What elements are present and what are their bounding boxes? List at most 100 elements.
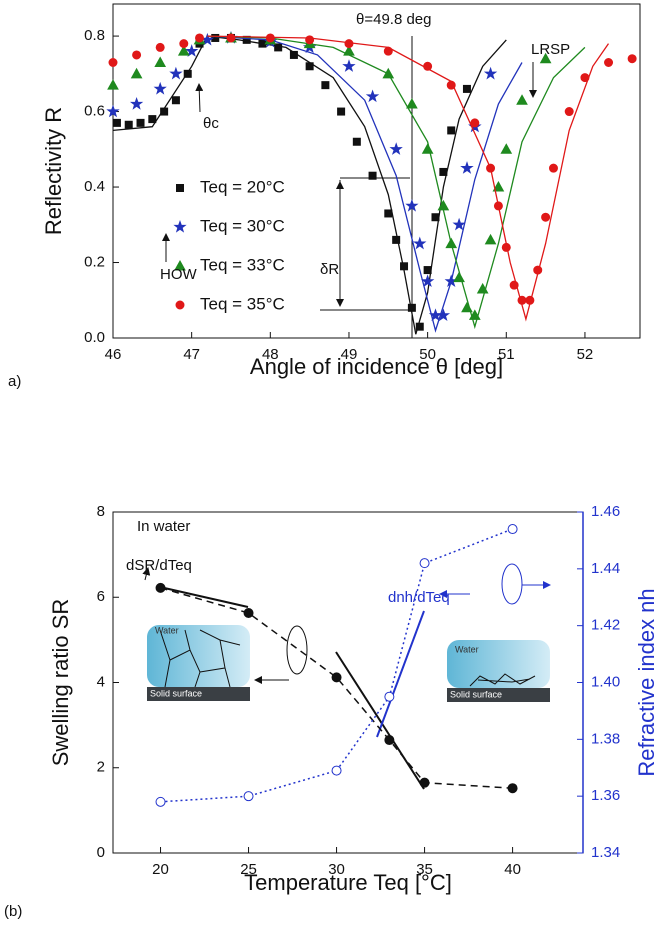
annotation: δR <box>320 261 339 278</box>
point <box>507 783 518 794</box>
point <box>148 115 157 124</box>
point <box>331 765 342 776</box>
annotation-graphics <box>142 563 551 790</box>
point <box>107 79 119 90</box>
point <box>179 39 189 49</box>
point <box>169 66 183 80</box>
y2-tick-label: 1.36 <box>591 787 620 804</box>
point <box>153 81 167 95</box>
y-tick-label: 0.6 <box>84 103 105 120</box>
legend-label: Teq = 33°C <box>200 255 285 274</box>
point <box>439 167 448 176</box>
point <box>507 524 518 535</box>
point <box>106 104 120 118</box>
point <box>452 217 466 231</box>
point <box>541 212 551 222</box>
point <box>392 235 401 244</box>
point <box>406 97 418 109</box>
annotation: In water <box>137 518 190 535</box>
y2-axis-label: Refractive index nh <box>634 588 659 776</box>
x-tick-label: 50 <box>419 346 436 363</box>
point <box>243 608 254 619</box>
point <box>352 137 361 146</box>
y-tick-label: 6 <box>97 588 105 605</box>
point <box>604 57 614 67</box>
point <box>533 265 543 275</box>
y-tick-label: 0.0 <box>84 329 105 346</box>
y-tick-label: 8 <box>97 503 105 520</box>
fit-line <box>112 35 507 335</box>
annotation: LRSP <box>531 41 570 58</box>
point <box>462 84 471 93</box>
x-tick-label: 51 <box>498 346 515 363</box>
annotation: θc <box>203 115 219 132</box>
panel-label: (b) <box>4 903 22 920</box>
annotation: HOW <box>160 266 198 283</box>
point <box>337 107 346 116</box>
point <box>365 89 380 103</box>
inset-label: Water <box>455 644 479 654</box>
legend-label: Teq = 35°C <box>200 294 285 313</box>
point <box>132 50 142 60</box>
legend-marker <box>176 184 184 192</box>
point <box>383 46 393 56</box>
point <box>453 271 465 283</box>
x-tick-label: 48 <box>262 346 279 363</box>
legend-marker <box>173 219 187 233</box>
y-tick-label: 0.4 <box>84 178 105 195</box>
fit-line <box>207 35 610 322</box>
point <box>516 94 528 105</box>
y-axis-label: Reflectivity R <box>41 107 66 235</box>
y2-tick-label: 1.42 <box>591 617 620 634</box>
plot-frame <box>112 3 641 339</box>
point <box>124 120 133 129</box>
point <box>468 309 481 320</box>
point <box>154 56 167 67</box>
point <box>419 777 430 788</box>
y2-tick-label: 1.46 <box>591 503 620 520</box>
point <box>112 118 121 127</box>
series-line <box>160 587 513 789</box>
point <box>436 308 451 322</box>
legend-marker <box>174 259 186 271</box>
inset-label: Water <box>155 625 179 635</box>
point <box>305 62 314 71</box>
point <box>243 791 254 802</box>
annotation: θ=49.8 deg <box>356 11 432 28</box>
point <box>183 69 192 78</box>
point <box>500 143 513 154</box>
point <box>265 33 275 43</box>
point <box>384 209 393 218</box>
y2-tick-label: 1.34 <box>591 844 620 861</box>
point <box>368 171 377 180</box>
y-tick-label: 0.2 <box>84 253 105 270</box>
inset-label: Solid surface <box>450 689 502 699</box>
legend-label: Teq = 20°C <box>200 177 285 196</box>
point <box>412 236 427 250</box>
point <box>476 282 489 294</box>
point <box>160 107 169 116</box>
point <box>419 558 430 569</box>
x-tick-label: 52 <box>577 346 594 363</box>
point <box>470 118 480 128</box>
y-tick-label: 2 <box>97 759 105 776</box>
x-tick-label: 46 <box>105 346 122 363</box>
point <box>384 735 395 746</box>
point <box>539 52 552 64</box>
fit-line <box>207 35 523 333</box>
point <box>447 126 456 135</box>
point <box>305 35 315 45</box>
x-tick-label: 47 <box>183 346 200 363</box>
point <box>130 67 143 79</box>
inset-label: Solid surface <box>150 688 202 698</box>
legend-label: Teq = 30°C <box>200 216 285 235</box>
point <box>171 96 180 105</box>
point <box>129 96 144 110</box>
series-line <box>160 528 513 803</box>
point <box>289 50 298 59</box>
y-axis-label: Swelling ratio SR <box>48 599 73 767</box>
point <box>564 107 574 117</box>
point <box>342 59 356 72</box>
y2-tick-label: 1.44 <box>591 560 620 577</box>
